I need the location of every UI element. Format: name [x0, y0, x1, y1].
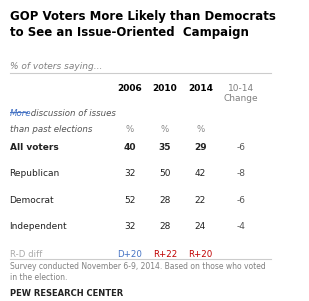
Text: %: %: [196, 125, 205, 134]
Text: D+20: D+20: [117, 250, 142, 259]
Text: 35: 35: [159, 143, 171, 152]
Text: %: %: [125, 125, 134, 134]
Text: than past elections: than past elections: [10, 125, 92, 134]
Text: 28: 28: [159, 222, 171, 231]
Text: -4: -4: [237, 222, 246, 231]
Text: 40: 40: [123, 143, 136, 152]
Text: 2006: 2006: [117, 84, 142, 93]
Text: -6: -6: [237, 143, 246, 152]
Text: 42: 42: [195, 169, 206, 178]
Text: -8: -8: [237, 169, 246, 178]
Text: R+22: R+22: [153, 250, 177, 259]
Text: Survey conducted November 6-9, 2014. Based on those who voted
in the election.: Survey conducted November 6-9, 2014. Bas…: [10, 262, 265, 282]
Text: 32: 32: [124, 169, 135, 178]
Text: 32: 32: [124, 222, 135, 231]
Text: Independent: Independent: [10, 222, 67, 231]
Text: Democrat: Democrat: [10, 196, 54, 205]
Text: 2014: 2014: [188, 84, 213, 93]
Text: discussion of issues: discussion of issues: [28, 109, 116, 118]
Text: R+20: R+20: [188, 250, 213, 259]
Text: 10-14
Change: 10-14 Change: [224, 84, 259, 103]
Text: 22: 22: [195, 196, 206, 205]
Text: %: %: [161, 125, 169, 134]
Text: 50: 50: [159, 169, 171, 178]
Text: 24: 24: [195, 222, 206, 231]
Text: PEW RESEARCH CENTER: PEW RESEARCH CENTER: [10, 289, 123, 298]
Text: 2010: 2010: [153, 84, 177, 93]
Text: 29: 29: [194, 143, 207, 152]
Text: -6: -6: [237, 196, 246, 205]
Text: 28: 28: [159, 196, 171, 205]
Text: % of voters saying...: % of voters saying...: [10, 62, 102, 71]
Text: Republican: Republican: [10, 169, 60, 178]
Text: More: More: [10, 109, 31, 118]
Text: GOP Voters More Likely than Democrats
to See an Issue-Oriented  Campaign: GOP Voters More Likely than Democrats to…: [10, 10, 275, 39]
Text: R-D diff: R-D diff: [10, 250, 42, 259]
Text: All voters: All voters: [10, 143, 58, 152]
Text: 52: 52: [124, 196, 135, 205]
